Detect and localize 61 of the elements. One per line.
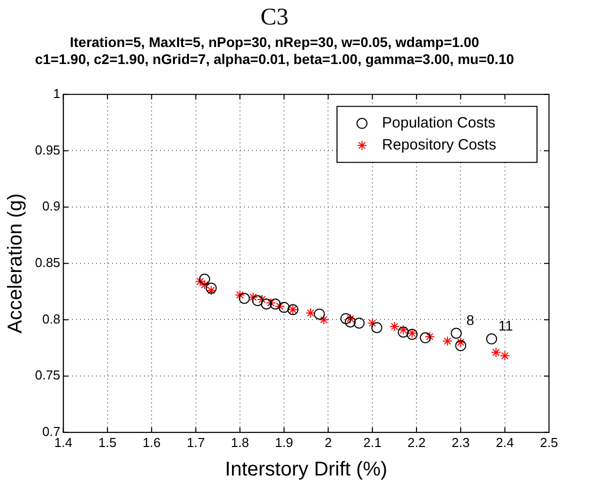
point: [234, 290, 245, 300]
point: [199, 274, 210, 285]
legend-label: Repository Costs: [382, 136, 496, 154]
y-tick-label: 0.75: [34, 368, 60, 383]
point: [424, 332, 435, 342]
y-tick-label: 1: [53, 86, 60, 101]
x-axis-title: Interstory Drift (%): [225, 458, 388, 481]
point: [266, 298, 276, 308]
x-tick-label: 1.7: [186, 434, 205, 450]
point: [206, 282, 217, 294]
point: [398, 324, 408, 335]
point: [340, 313, 352, 324]
point: [344, 316, 356, 328]
point: [274, 301, 285, 312]
chart-subtitle: Iteration=5, MaxIt=5, nPop=30, nRep=30, w=0.05, wdamp=1.00 c1=1.90, c2=1.90, nGrid=7, alpha=0.01, beta=1.00, gamma=3.00, mu=0.10: [34, 34, 514, 67]
chart-title: C3: [260, 4, 289, 31]
point: [318, 314, 329, 325]
point: [456, 337, 466, 348]
point: [200, 280, 210, 290]
annotation: 8: [466, 312, 474, 328]
legend-label: Population Costs: [382, 114, 496, 132]
point: [238, 292, 250, 304]
y-tick-label: 0.9: [42, 198, 60, 214]
x-tick-label: 2.5: [540, 434, 558, 450]
x-tick-label: 2.3: [452, 434, 470, 450]
y-tick-label: 0.95: [34, 142, 60, 158]
point: [367, 318, 378, 328]
point: [278, 302, 290, 313]
y-tick-label: 0.85: [34, 254, 60, 270]
point: [306, 308, 316, 318]
point: [345, 314, 356, 324]
x-tick-label: 2.1: [363, 434, 382, 450]
point: [491, 347, 502, 358]
point: [260, 298, 272, 310]
point: [389, 321, 400, 332]
x-tick-label: 1.6: [142, 434, 161, 450]
point: [455, 340, 466, 352]
point: [314, 308, 325, 320]
point: [206, 285, 216, 296]
point: [420, 332, 431, 344]
point: [486, 333, 498, 344]
x-tick-label: 2: [324, 434, 332, 450]
point: [398, 326, 409, 338]
point: [354, 318, 365, 329]
point: [442, 336, 452, 346]
point: [270, 298, 281, 310]
point: [252, 295, 264, 306]
x-tick-label: 2.2: [408, 434, 426, 450]
point: [371, 322, 382, 334]
point: [256, 294, 267, 304]
x-tick-label: 1.8: [230, 434, 249, 450]
annotation: 11: [498, 318, 514, 334]
point: [500, 350, 510, 361]
point: [248, 292, 258, 302]
x-tick-label: 1.5: [98, 434, 116, 450]
y-tick-label: 0.8: [42, 311, 60, 326]
x-tick-label: 2.4: [496, 434, 514, 450]
y-axis-title: Acceleration (g): [4, 193, 27, 334]
x-tick-label: 1.9: [275, 434, 294, 450]
point: [450, 328, 462, 339]
point: [195, 276, 206, 286]
